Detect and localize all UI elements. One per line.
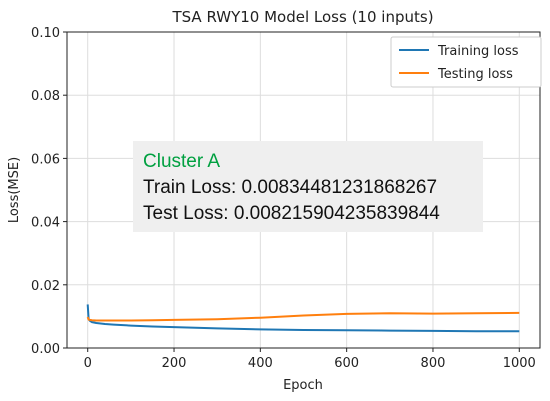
y-axis: 0.00 0.02 0.04 0.06 0.08 0.10 [31,26,67,357]
annotation-background [133,141,483,232]
legend: Training loss Testing loss [390,36,542,88]
x-tick-label: 1000 [503,356,536,371]
y-tick-label: 0.10 [31,26,60,41]
testing-loss-line [86,311,520,322]
x-axis: 0 200 400 600 800 1000 [84,348,536,371]
legend-label-training: Training loss [437,44,519,59]
y-tick-label: 0.06 [31,152,60,167]
x-tick-label: 200 [162,356,187,371]
y-tick-label: 0.00 [31,342,60,357]
training-loss-line [86,304,520,333]
y-tick-label: 0.04 [31,216,60,231]
x-tick-label: 600 [334,356,359,371]
y-tick-label: 0.02 [31,279,60,294]
legend-label-testing: Testing loss [437,67,513,82]
chart-title: TSA RWY10 Model Loss (10 inputs) [171,8,433,26]
y-axis-label: Loss(MSE) [7,157,22,223]
plot-frame [66,31,541,349]
annotation-box: Cluster A Train Loss: 0.0083448123186826… [133,141,483,232]
annotation-test-loss: Test Loss: 0.008215904235839844 [143,203,440,224]
x-tick-label: 800 [421,356,446,371]
annotation-train-loss: Train Loss: 0.00834481231868267 [143,177,437,198]
x-axis-label: Epoch [283,378,323,393]
x-tick-label: 400 [248,356,273,371]
annotation-title: Cluster A [143,151,220,172]
y-tick-label: 0.08 [31,89,60,104]
x-tick-label: 0 [84,356,92,371]
series-lines [86,304,520,333]
